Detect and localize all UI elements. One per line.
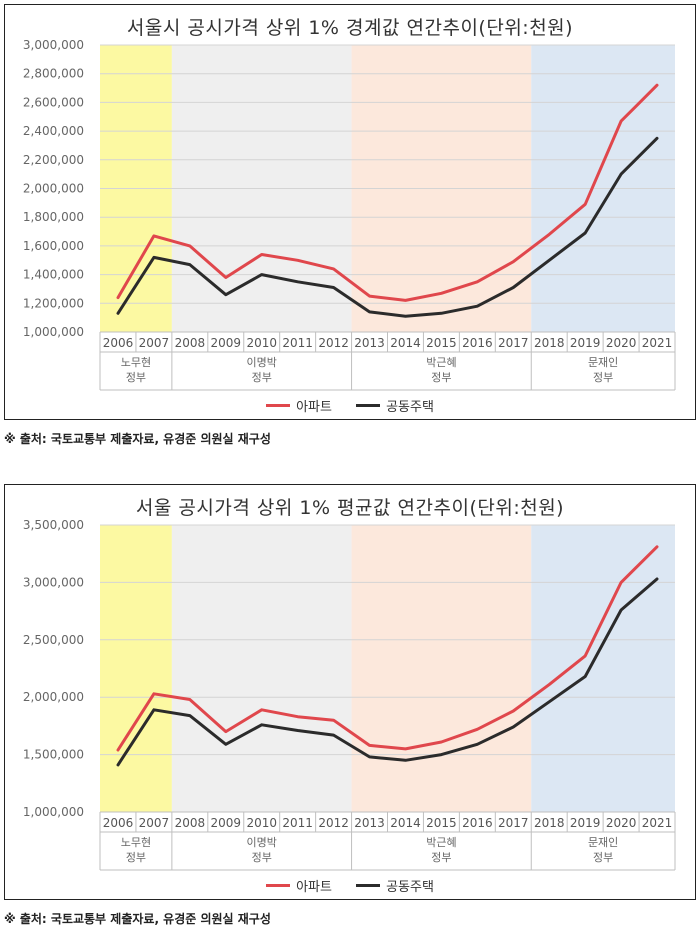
x-tick-label: 2010 [246, 336, 277, 350]
y-tick-label: 2,200,000 [23, 153, 84, 167]
era-band [531, 525, 675, 812]
x-tick-label: 2014 [390, 336, 421, 350]
y-tick-label: 2,500,000 [23, 633, 84, 647]
legend: 아파트 공동주택 [5, 876, 695, 895]
era-label: 박근혜 [426, 356, 456, 369]
era-label: 정부 [593, 851, 613, 864]
era-label: 정부 [126, 851, 146, 864]
x-tick-label: 2011 [282, 816, 313, 830]
x-tick-label: 2007 [139, 816, 170, 830]
source-note: ※ 출처: 국토교통부 제출자료, 유경준 의원실 재구성 [4, 432, 271, 446]
era-label: 정부 [126, 371, 146, 384]
x-tick-label: 2006 [103, 816, 134, 830]
y-tick-label: 1,500,000 [23, 748, 84, 762]
era-label: 정부 [431, 851, 451, 864]
y-tick-label: 2,800,000 [23, 67, 84, 81]
era-label: 노무현 [121, 836, 151, 849]
era-band [171, 525, 352, 812]
x-tick-label: 2018 [534, 336, 565, 350]
legend-swatch-multi-unit [356, 404, 381, 407]
x-tick-label: 2013 [354, 816, 385, 830]
x-tick-label: 2020 [606, 336, 637, 350]
y-tick-label: 2,000,000 [23, 690, 84, 704]
legend-label: 아파트 [296, 400, 332, 415]
line-chart-average: 1,000,000 1,500,000 2,000,000 2,500,000 3,00… [23, 518, 676, 871]
x-tick-label: 2008 [175, 336, 206, 350]
y-tick-label: 1,800,000 [23, 210, 84, 224]
legend-item-multi-unit: 공동주택 [356, 396, 434, 415]
legend-label: 공동주택 [386, 400, 434, 415]
x-tick-label: 2020 [606, 816, 637, 830]
legend: 아파트 공동주택 [5, 396, 695, 415]
era-label: 박근혜 [426, 836, 456, 849]
x-tick-label: 2012 [318, 336, 349, 350]
x-tick-label: 2021 [642, 336, 673, 350]
y-tick-label: 1,200,000 [23, 296, 84, 310]
x-tick-label: 2010 [246, 816, 277, 830]
legend-item-apartment: 아파트 [266, 876, 332, 895]
era-label: 정부 [593, 371, 613, 384]
y-tick-label: 2,600,000 [23, 95, 84, 109]
y-tick-label: 2,000,000 [23, 182, 84, 196]
x-tick-label: 2016 [462, 336, 493, 350]
y-tick-label: 3,500,000 [23, 518, 84, 532]
series-line-apartment [116, 83, 659, 302]
era-label: 문재인 [588, 356, 618, 369]
x-tick-label: 2009 [211, 816, 242, 830]
x-tick-label: 2016 [462, 816, 493, 830]
chart-panel-threshold: 서울시 공시가격 상위 1% 경계값 연간추이(단위:천원) 1,000,000… [4, 4, 696, 420]
x-tick-label: 2014 [390, 816, 421, 830]
x-tick-label: 2012 [318, 816, 349, 830]
series-line-apartment [116, 545, 659, 752]
era-label: 문재인 [588, 836, 618, 849]
x-tick-label: 2007 [139, 336, 170, 350]
legend-item-apartment: 아파트 [266, 396, 332, 415]
legend-item-multi-unit: 공동주택 [356, 876, 434, 895]
legend-swatch-apartment [266, 404, 291, 407]
y-tick-label: 1,400,000 [23, 268, 84, 282]
line-chart-threshold: 1,000,000 1,200,000 1,400,000 1,600,000 1,80… [23, 38, 676, 391]
x-tick-label: 2019 [570, 336, 601, 350]
x-tick-label: 2017 [498, 336, 529, 350]
y-tick-label: 3,000,000 [23, 575, 84, 589]
chart-title: 서울 공시가격 상위 1% 평균값 연간추이(단위:천원) [135, 497, 565, 519]
chart-panel-average: 서울 공시가격 상위 1% 평균값 연간추이(단위:천원) 1,000,000 1… [4, 484, 696, 900]
legend-label: 공동주택 [386, 880, 434, 895]
x-tick-label: 2015 [426, 816, 457, 830]
series-line-multi-unit [116, 577, 659, 767]
x-tick-label: 2006 [103, 336, 134, 350]
x-tick-label: 2013 [354, 336, 385, 350]
x-tick-label: 2008 [175, 816, 206, 830]
era-label: 노무현 [121, 356, 151, 369]
era-label: 정부 [252, 851, 272, 864]
x-tick-label: 2015 [426, 336, 457, 350]
y-tick-label: 1,600,000 [23, 239, 84, 253]
era-band [351, 525, 532, 812]
y-tick-label: 1,000,000 [23, 325, 84, 339]
era-label: 이명박 [247, 836, 277, 849]
legend-swatch-apartment [266, 884, 291, 887]
x-tick-label: 2021 [642, 816, 673, 830]
era-label: 정부 [252, 371, 272, 384]
era-label: 정부 [431, 371, 451, 384]
legend-swatch-multi-unit [356, 884, 381, 887]
y-tick-label: 3,000,000 [23, 38, 84, 52]
series-line-multi-unit [116, 136, 659, 318]
era-label: 이명박 [247, 356, 277, 369]
x-tick-label: 2019 [570, 816, 601, 830]
x-tick-label: 2011 [282, 336, 313, 350]
legend-label: 아파트 [296, 880, 332, 895]
era-band [100, 525, 172, 812]
y-tick-label: 1,000,000 [23, 805, 84, 819]
x-tick-label: 2009 [211, 336, 242, 350]
source-note: ※ 출처: 국토교통부 제출자료, 유경준 의원실 재구성 [4, 912, 271, 926]
x-tick-label: 2017 [498, 816, 529, 830]
y-tick-label: 2,400,000 [23, 124, 84, 138]
chart-title: 서울시 공시가격 상위 1% 경계값 연간추이(단위:천원) [126, 17, 574, 39]
x-tick-label: 2018 [534, 816, 565, 830]
